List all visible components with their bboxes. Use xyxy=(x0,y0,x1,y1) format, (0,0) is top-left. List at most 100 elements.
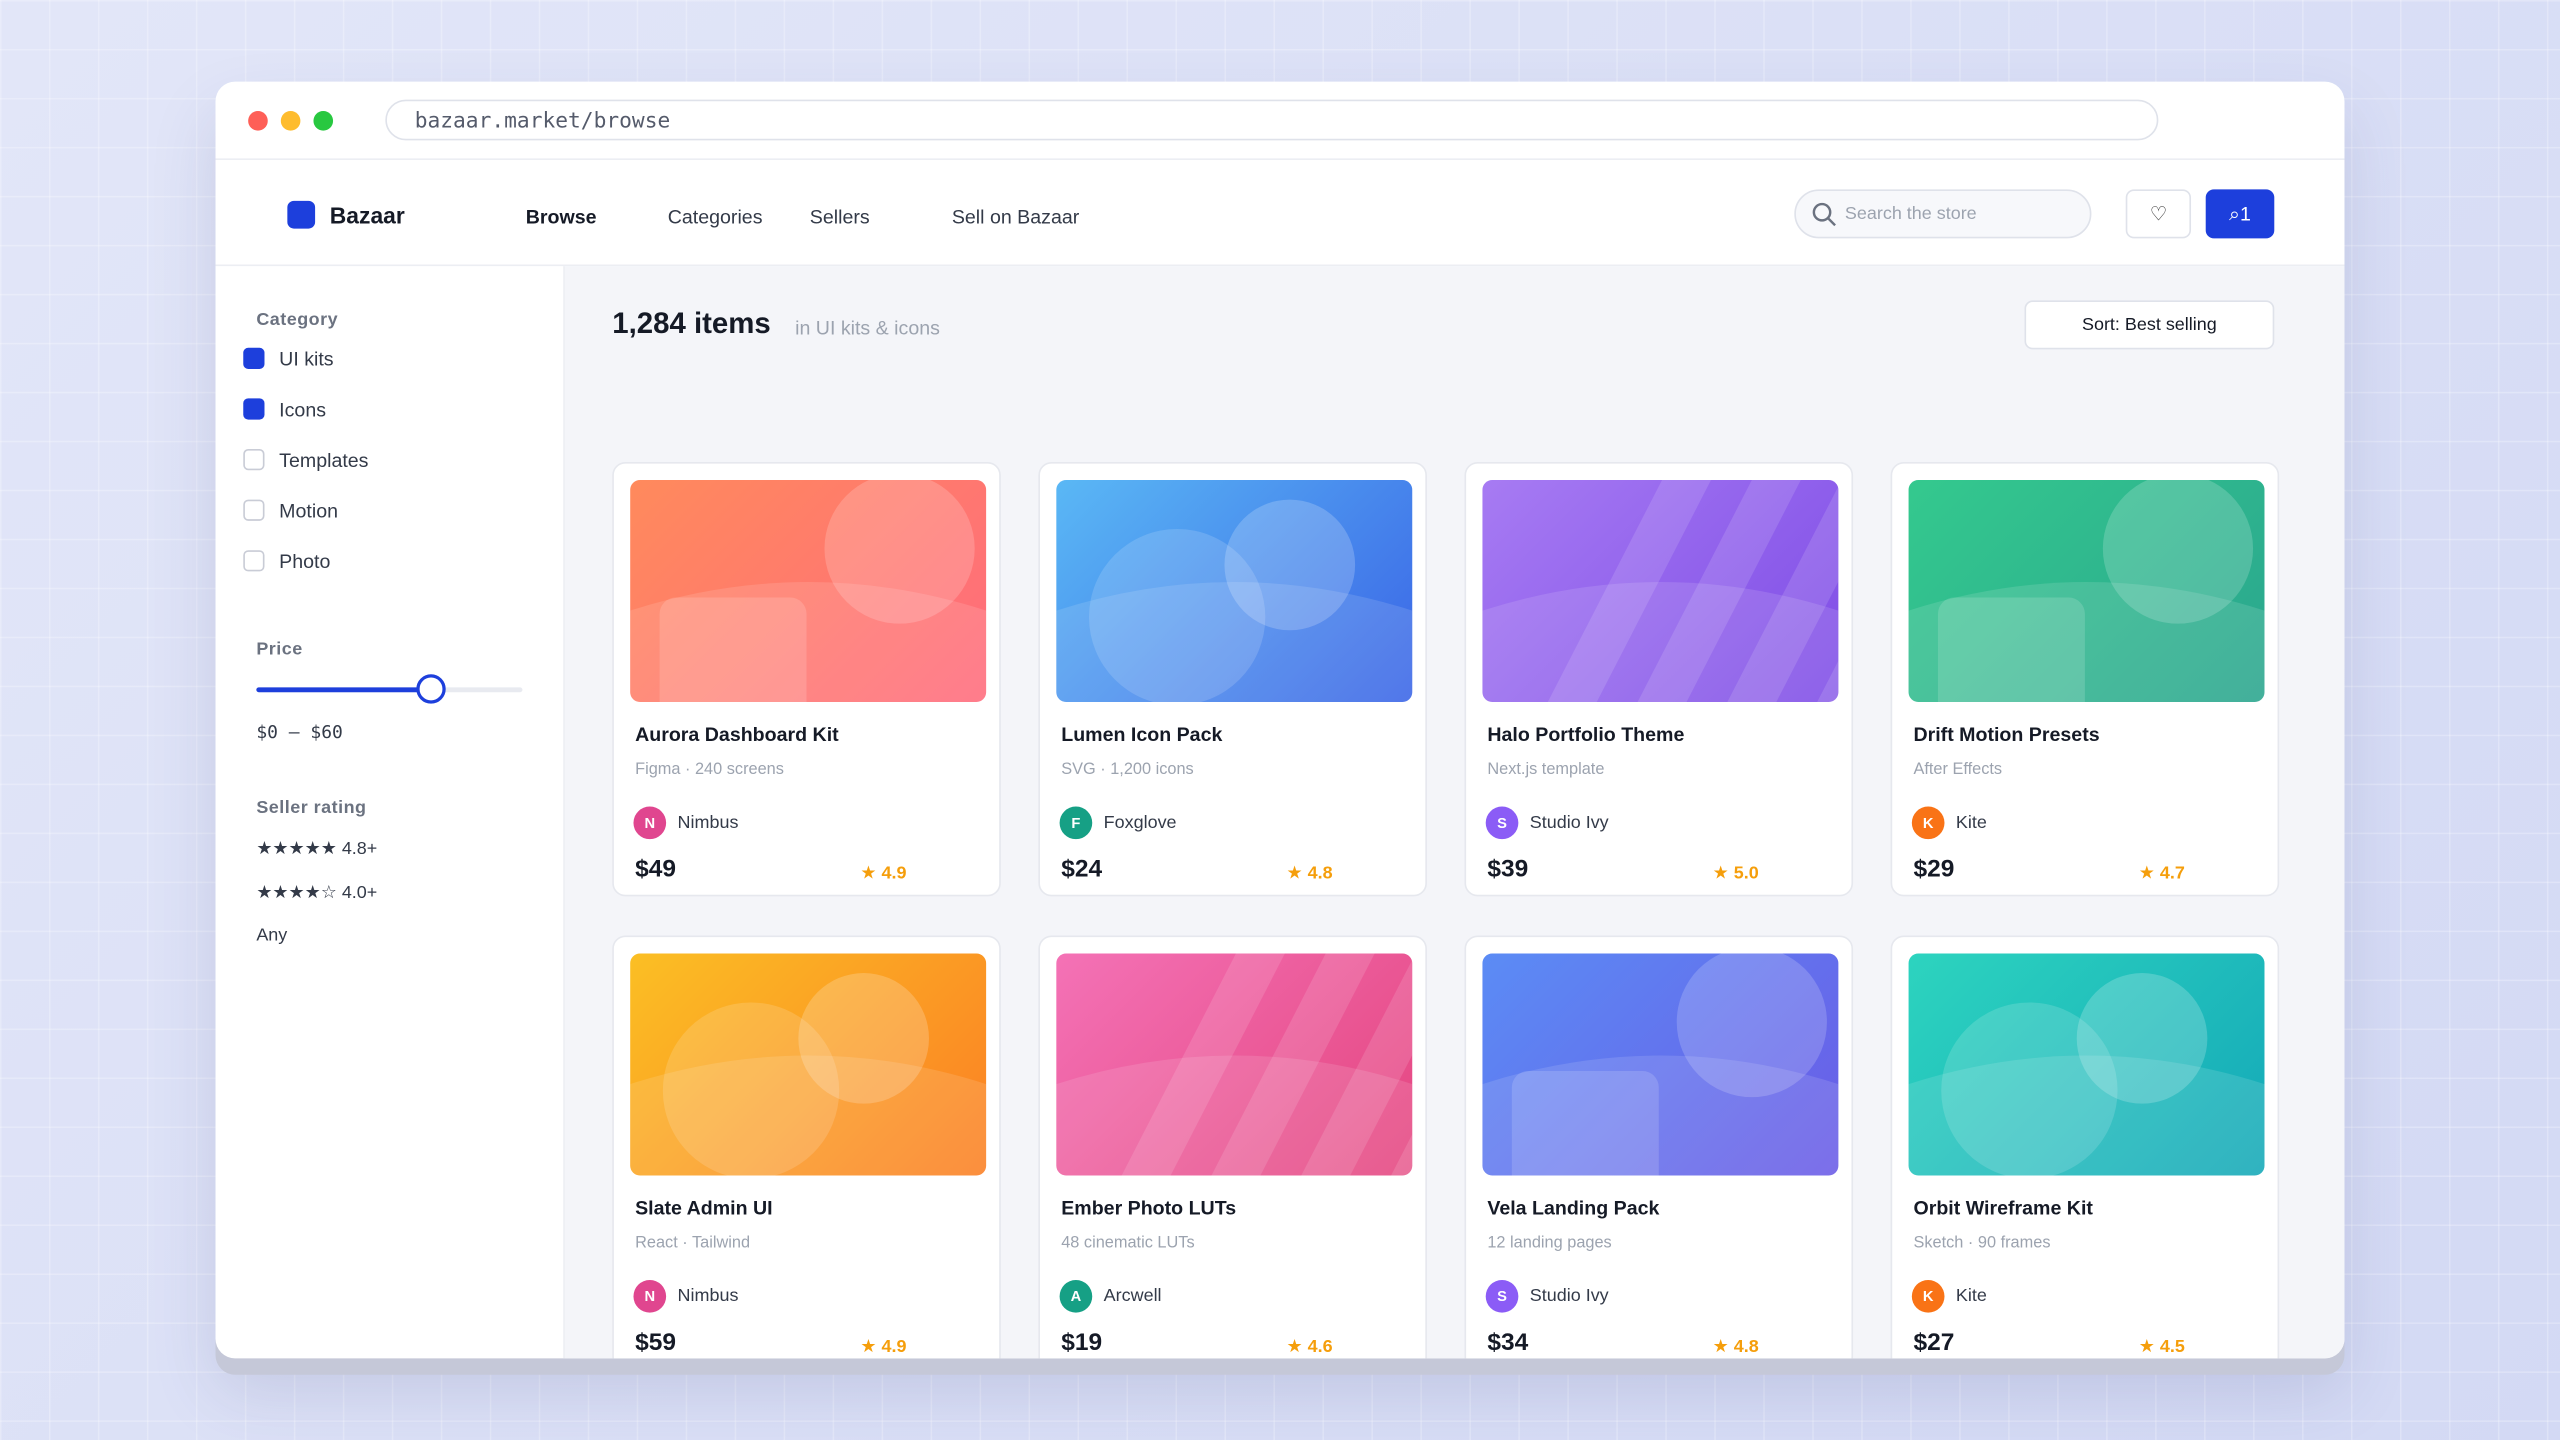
product-thumbnail xyxy=(1056,953,1413,1176)
product-card[interactable]: Ember Photo LUTs 48 cinematic LUTs A Arcwel… xyxy=(1038,935,1427,1359)
product-thumbnail xyxy=(1056,479,1413,703)
rating-option[interactable]: Any xyxy=(256,925,288,946)
product-rating: ★ 4.7 xyxy=(2138,862,2185,884)
product-title[interactable]: Halo Portfolio Theme xyxy=(1487,723,1685,747)
product-card[interactable]: Drift Motion Presets After Effects K Kite $2… xyxy=(1890,462,2280,897)
zoom-dot[interactable] xyxy=(313,111,334,131)
seller-name[interactable]: Studio Ivy xyxy=(1529,1286,1609,1307)
seller-name[interactable]: Arcwell xyxy=(1103,1286,1162,1307)
filter-heading: Price xyxy=(256,640,303,660)
address-bar[interactable]: bazaar.market/browse xyxy=(385,99,2159,141)
checkbox[interactable] xyxy=(243,448,265,471)
search-box[interactable]: Search the store xyxy=(1794,189,2092,239)
seller-avatar: N xyxy=(633,806,667,840)
wishlist-button[interactable]: ♡ xyxy=(2125,189,2192,239)
product-meta: SVG · 1,200 icons xyxy=(1061,760,1194,779)
seller-avatar: F xyxy=(1059,806,1093,840)
seller-avatar: A xyxy=(1059,1280,1093,1313)
star-icon: ★ xyxy=(860,863,882,884)
nav-link[interactable]: Sell on Bazaar xyxy=(951,205,1080,229)
seller-name[interactable]: Nimbus xyxy=(677,813,739,833)
category-label[interactable]: Photo xyxy=(279,550,331,574)
rating-option[interactable]: ★★★★★ 4.8+ xyxy=(256,839,378,859)
product-title[interactable]: Orbit Wireframe Kit xyxy=(1913,1196,2093,1220)
star-icon: ★ xyxy=(2138,863,2160,884)
product-title[interactable]: Lumen Icon Pack xyxy=(1061,723,1223,747)
product-card[interactable]: Slate Admin UI React · Tailwind N Nimbus $59… xyxy=(612,935,1001,1359)
product-meta: Sketch · 90 frames xyxy=(1913,1234,2051,1253)
browser-window: bazaar.market/browse Bazaar Search the s… xyxy=(215,81,2345,1359)
checkbox[interactable] xyxy=(243,550,265,572)
price-fill xyxy=(256,687,432,693)
product-card[interactable]: Orbit Wireframe Kit Sketch · 90 frames K Ki… xyxy=(1890,935,2280,1359)
brand-name[interactable]: Bazaar xyxy=(329,202,405,229)
product-title[interactable]: Drift Motion Presets xyxy=(1913,723,2100,747)
product-price: $49 xyxy=(635,855,676,884)
product-title[interactable]: Slate Admin UI xyxy=(635,1196,773,1220)
nav-link[interactable]: Browse xyxy=(525,205,597,229)
rating-value: 4.6 xyxy=(1307,1337,1333,1357)
product-thumbnail xyxy=(630,479,987,703)
thumbnail-art xyxy=(1908,479,2265,703)
nav-link[interactable]: Categories xyxy=(667,205,763,229)
product-title[interactable]: Aurora Dashboard Kit xyxy=(635,723,839,747)
product-rating: ★ 4.8 xyxy=(1286,862,1333,884)
thumbnail-art xyxy=(1482,953,1839,1176)
product-meta: Next.js template xyxy=(1487,760,1605,779)
thumbnail-art xyxy=(1056,499,1413,703)
product-thumbnail xyxy=(1482,953,1839,1176)
rating-value: 4.7 xyxy=(2159,863,2185,884)
star-icon: ★ xyxy=(2138,1337,2160,1357)
seller-name[interactable]: Kite xyxy=(1955,1286,1987,1307)
product-title[interactable]: Ember Photo LUTs xyxy=(1061,1196,1237,1220)
checkbox[interactable] xyxy=(243,398,265,420)
rating-option[interactable]: ★★★★☆ 4.0+ xyxy=(256,883,378,903)
product-meta: Figma · 240 screens xyxy=(635,760,784,779)
thumbnail-art xyxy=(630,479,987,703)
result-count: 1,284 items xyxy=(612,306,771,340)
star-icon: ★ xyxy=(1286,1337,1308,1357)
price-handle[interactable] xyxy=(416,674,446,704)
close-dot[interactable] xyxy=(248,111,268,131)
product-thumbnail xyxy=(1482,479,1839,703)
category-label[interactable]: Icons xyxy=(279,398,327,422)
seller-avatar: K xyxy=(1911,1280,1945,1313)
product-card[interactable]: Halo Portfolio Theme Next.js template S Stu… xyxy=(1464,462,1854,897)
minimize-dot[interactable] xyxy=(280,111,301,131)
seller-name[interactable]: Nimbus xyxy=(677,1286,739,1307)
product-meta: 12 landing pages xyxy=(1487,1234,1612,1253)
product-rating: ★ 4.9 xyxy=(860,862,906,884)
thumbnail-art xyxy=(1482,479,1839,703)
checkbox[interactable] xyxy=(243,499,265,521)
category-label[interactable]: Motion xyxy=(279,499,339,523)
product-card[interactable]: Lumen Icon Pack SVG · 1,200 icons F Foxglov… xyxy=(1038,462,1427,897)
product-price: $19 xyxy=(1061,1328,1103,1357)
product-thumbnail xyxy=(630,953,987,1176)
product-price: $39 xyxy=(1487,855,1529,884)
checkbox[interactable] xyxy=(243,347,265,369)
rating-value: 5.0 xyxy=(1733,863,1759,884)
thumbnail-art xyxy=(1908,973,2265,1176)
product-rating: ★ 4.9 xyxy=(860,1336,906,1357)
nav-link[interactable]: Sellers xyxy=(809,205,870,229)
brand-logo xyxy=(287,200,316,229)
product-card[interactable]: Vela Landing Pack 12 landing pages S Studio… xyxy=(1464,935,1854,1359)
category-label[interactable]: UI kits xyxy=(279,347,334,371)
seller-name[interactable]: Kite xyxy=(1955,813,1987,833)
search-icon xyxy=(1812,202,1836,227)
category-label[interactable]: Templates xyxy=(279,448,369,472)
product-price: $59 xyxy=(635,1328,676,1357)
cart-button[interactable]: ⌕1 xyxy=(2205,189,2275,239)
star-icon: ★ xyxy=(1286,863,1308,884)
product-card[interactable]: Aurora Dashboard Kit Figma · 240 screens N… xyxy=(612,462,1001,897)
product-price: $24 xyxy=(1061,855,1103,884)
sort-dropdown[interactable]: Sort: Best selling xyxy=(2024,300,2275,350)
price-range: $0 – $60 xyxy=(256,721,343,743)
seller-name[interactable]: Studio Ivy xyxy=(1529,813,1609,833)
product-title[interactable]: Vela Landing Pack xyxy=(1487,1196,1660,1220)
seller-name[interactable]: Foxglove xyxy=(1103,813,1177,833)
star-icon: ★ xyxy=(860,1337,882,1357)
product-price: $27 xyxy=(1913,1328,1955,1357)
